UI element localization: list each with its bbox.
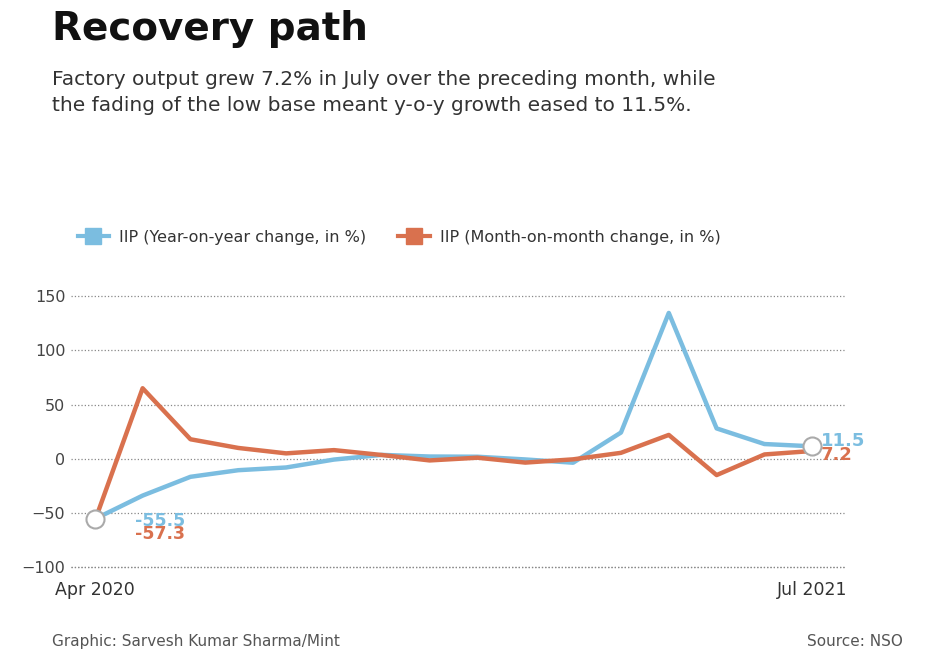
Legend: IIP (Year-on-year change, in %), IIP (Month-on-month change, in %): IIP (Year-on-year change, in %), IIP (Mo… [71,223,726,251]
Text: Source: NSO: Source: NSO [806,634,902,649]
Text: Factory output grew 7.2% in July over the preceding month, while
the fading of t: Factory output grew 7.2% in July over th… [52,70,715,115]
Text: -57.3: -57.3 [135,525,185,543]
Text: 11.5: 11.5 [820,432,865,450]
Text: Graphic: Sarvesh Kumar Sharma/Mint: Graphic: Sarvesh Kumar Sharma/Mint [52,634,340,649]
Text: -55.5: -55.5 [135,512,186,530]
Text: Recovery path: Recovery path [52,10,367,48]
Text: 7.2: 7.2 [820,446,851,464]
